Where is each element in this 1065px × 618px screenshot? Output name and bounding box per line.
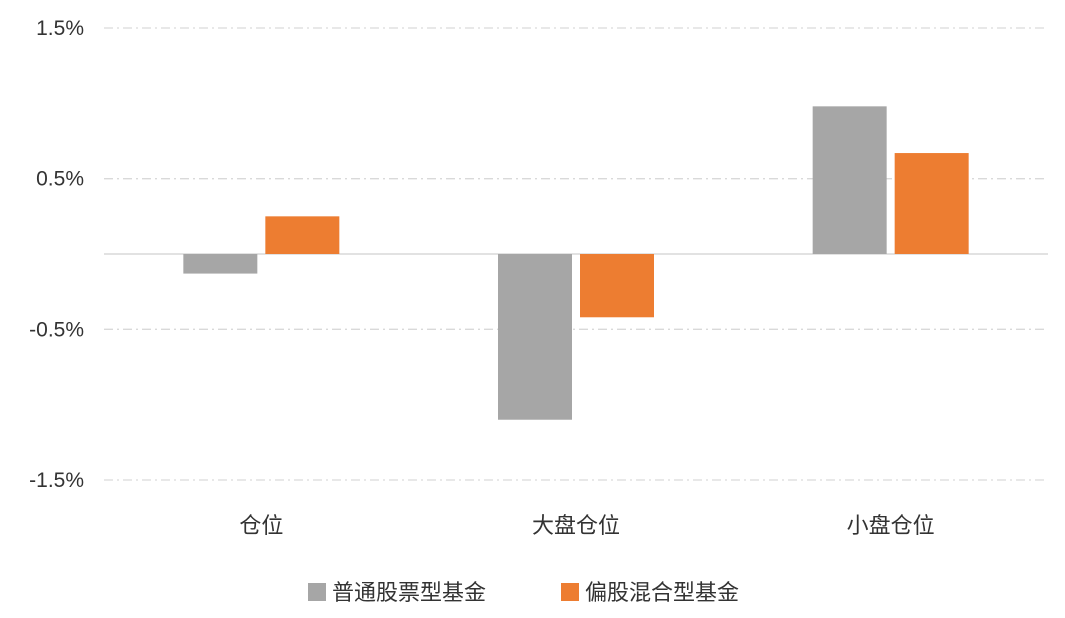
legend-label: 偏股混合型基金 [585,581,739,606]
category-label: 仓位 [239,514,283,539]
bar-mixed-fund-2 [894,153,969,254]
gridlines [104,27,1048,481]
bar-stock-fund-2 [812,106,887,254]
bars [183,106,969,420]
bar-stock-fund-0 [183,254,258,274]
category-label: 大盘仓位 [532,514,620,539]
y-tick-label: 0.5% [36,168,84,191]
y-tick-label: -1.5% [29,469,84,492]
y-tick-label: -0.5% [29,318,84,341]
y-axis-tick-labels: 1.5% 0.5% -0.5% -1.5% [29,17,84,492]
bar-mixed-fund-0 [265,216,340,254]
legend-label: 普通股票型基金 [332,581,486,606]
legend: 普通股票型基金 偏股混合型基金 [308,581,739,606]
x-axis-category-labels: 仓位 大盘仓位 小盘仓位 [239,514,934,539]
y-tick-label: 1.5% [36,17,84,40]
legend-swatch [308,583,326,601]
bar-stock-fund-1 [498,254,572,420]
bar-mixed-fund-1 [580,254,654,318]
category-label: 小盘仓位 [847,514,935,539]
legend-swatch [561,583,579,601]
